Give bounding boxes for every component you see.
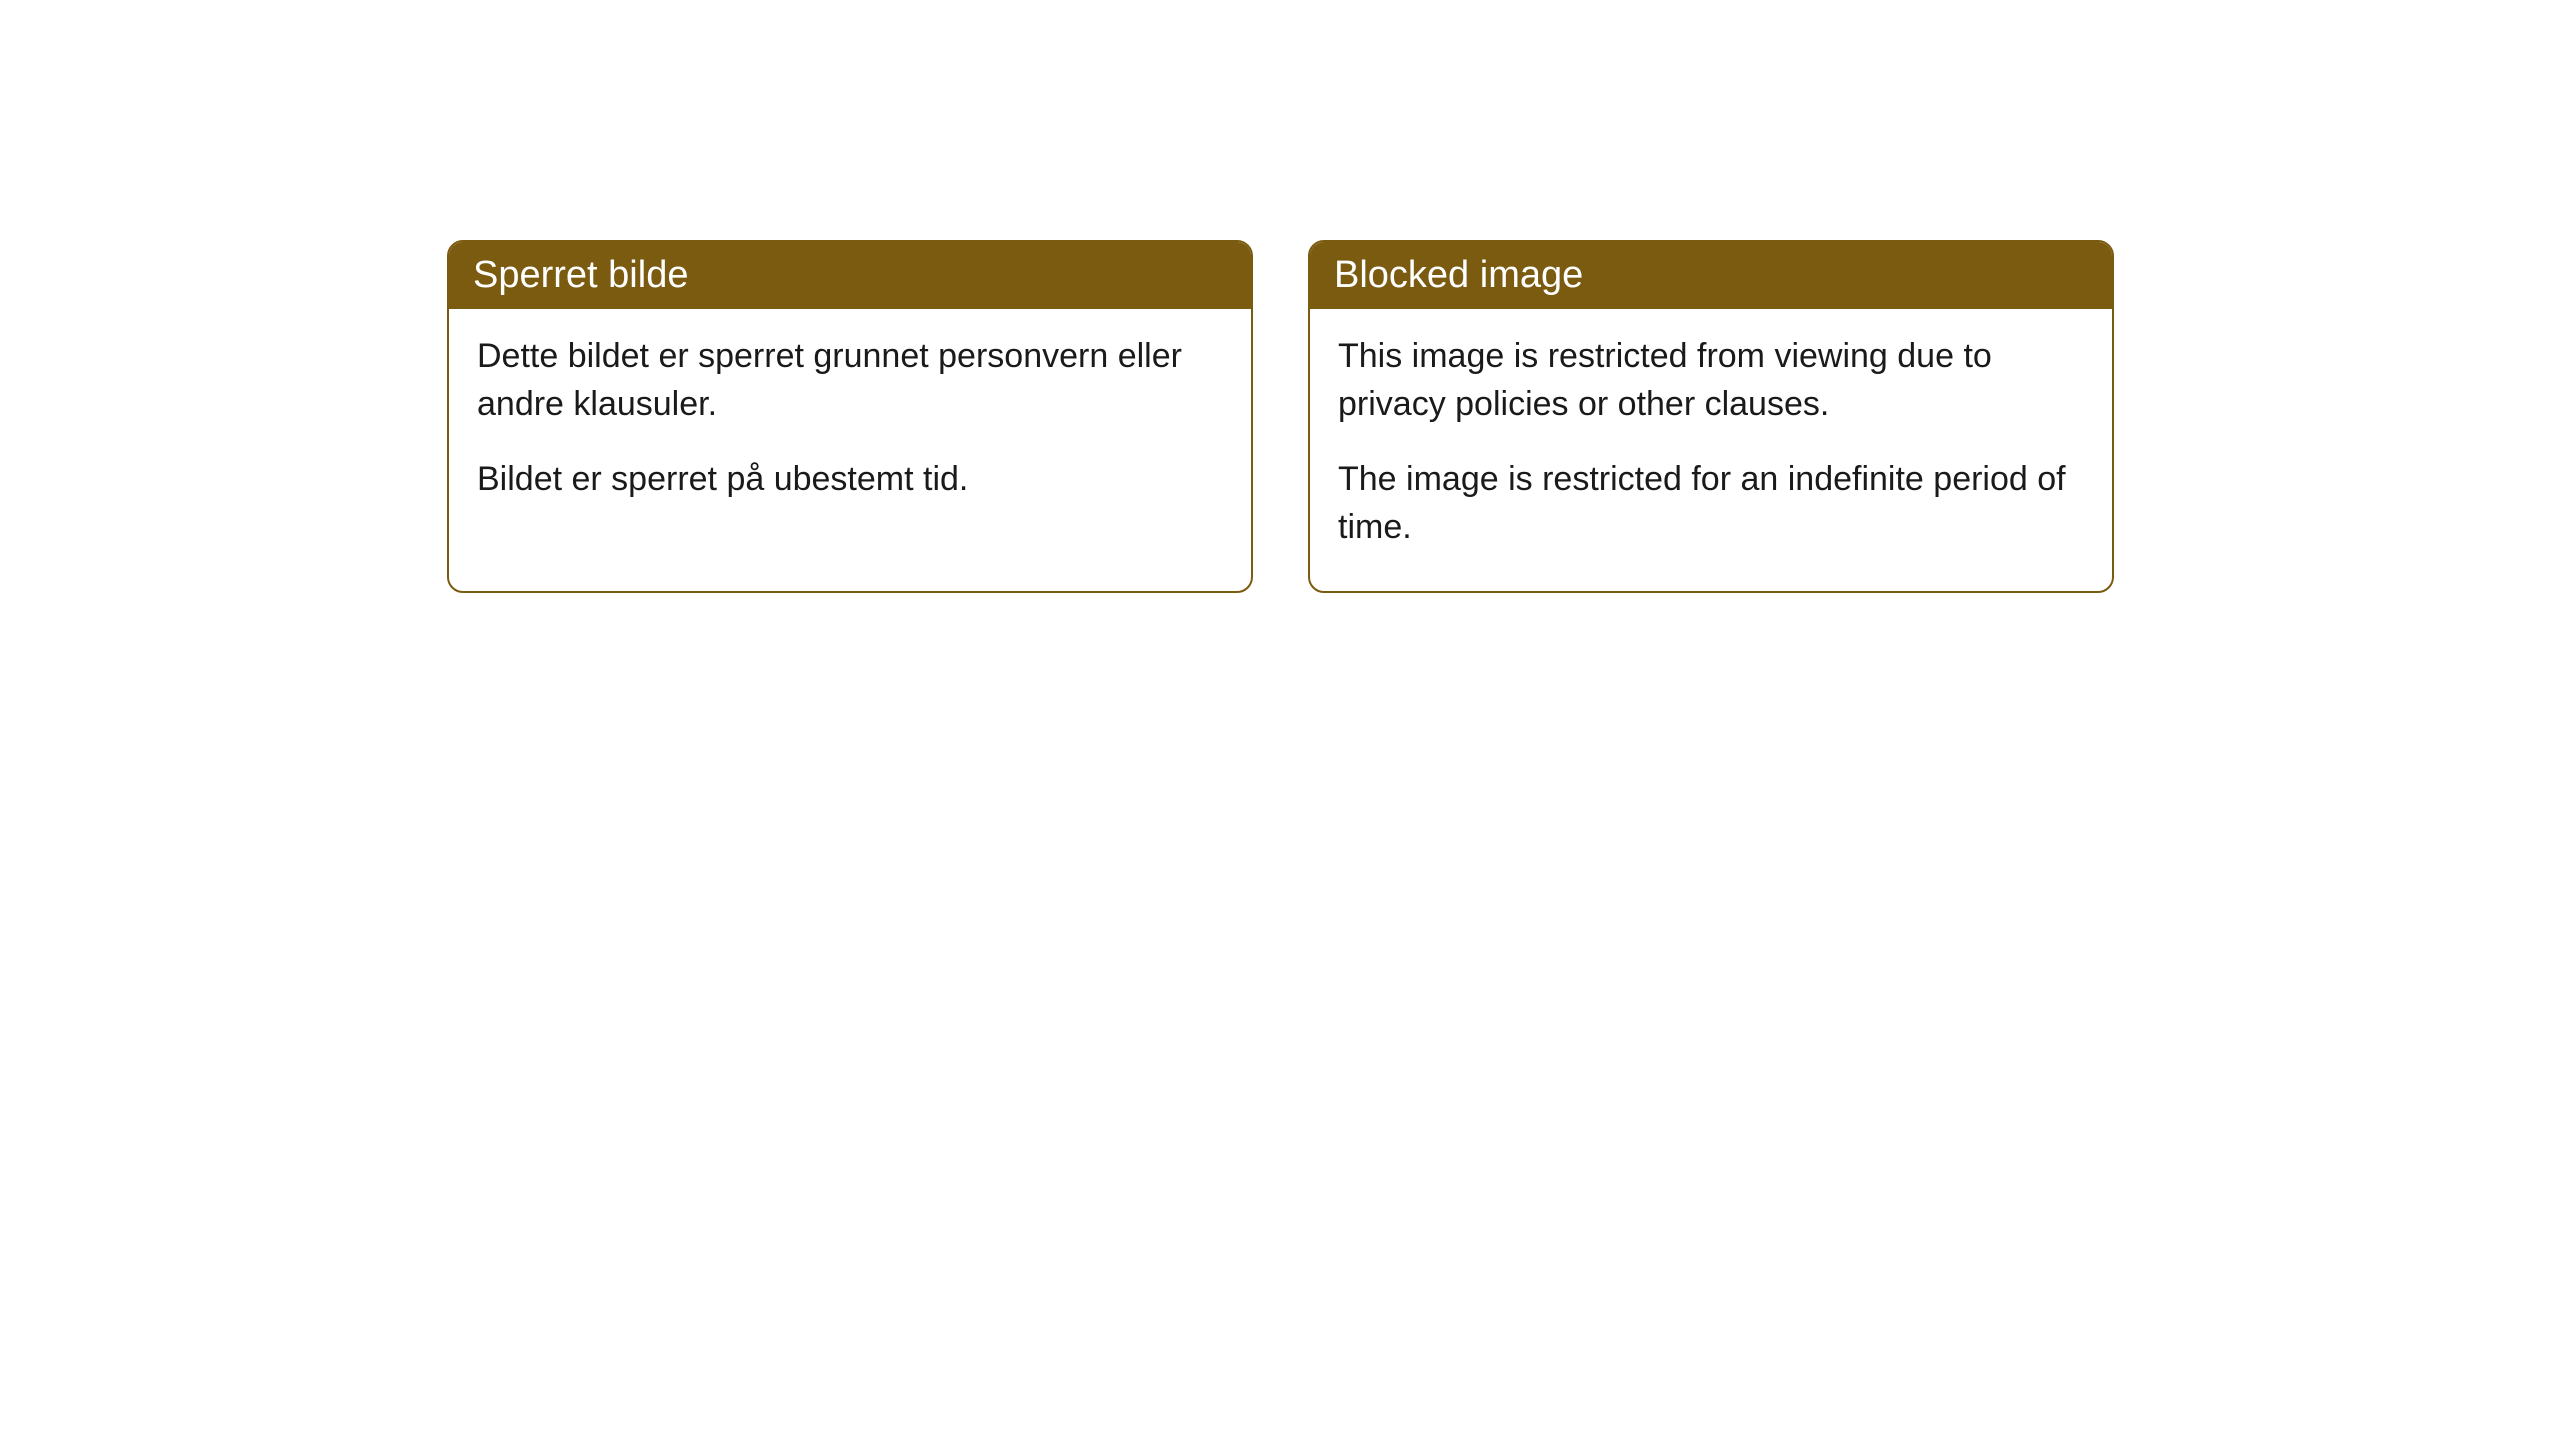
card-body-english: This image is restricted from viewing du… (1310, 309, 2112, 591)
card-body-norwegian: Dette bildet er sperret grunnet personve… (449, 309, 1251, 544)
card-english: Blocked image This image is restricted f… (1308, 240, 2114, 593)
card-paragraph: Dette bildet er sperret grunnet personve… (477, 333, 1223, 428)
card-title: Blocked image (1334, 254, 1583, 296)
card-paragraph: The image is restricted for an indefinit… (1338, 456, 2084, 551)
card-header-norwegian: Sperret bilde (449, 242, 1251, 309)
card-title: Sperret bilde (473, 254, 688, 296)
card-paragraph: This image is restricted from viewing du… (1338, 333, 2084, 428)
card-norwegian: Sperret bilde Dette bildet er sperret gr… (447, 240, 1253, 593)
cards-container: Sperret bilde Dette bildet er sperret gr… (447, 240, 2114, 593)
card-header-english: Blocked image (1310, 242, 2112, 309)
card-paragraph: Bildet er sperret på ubestemt tid. (477, 456, 1223, 504)
